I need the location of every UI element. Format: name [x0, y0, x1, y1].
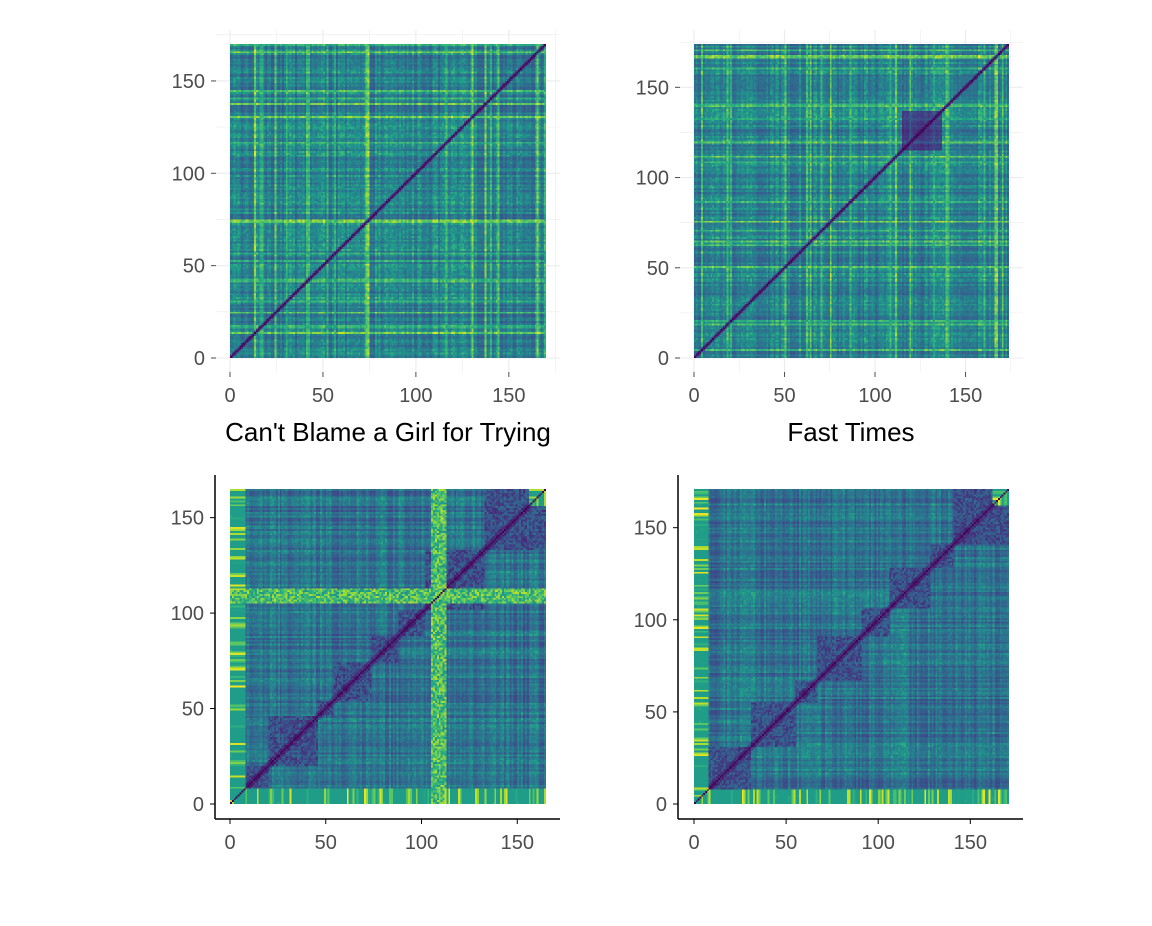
x-tick-label: 0 [224, 385, 235, 407]
x-tick-label: 150 [954, 832, 987, 854]
x-tick-label: 50 [315, 832, 337, 854]
y-tick-label: 150 [172, 71, 205, 93]
y-tick-label: 0 [194, 348, 205, 370]
y-tick-label: 0 [656, 794, 667, 816]
x-tick-label: 150 [492, 385, 525, 407]
y-tick-label: 150 [171, 508, 204, 530]
y-tick-label: 100 [634, 610, 667, 632]
heatmap-raster [694, 489, 1009, 804]
panel-title-top-left: Can't Blame a Girl for Trying [225, 417, 551, 447]
y-tick-label: 0 [193, 794, 204, 816]
y-tick-label: 100 [636, 168, 669, 190]
x-tick-label: 0 [688, 832, 699, 854]
panel-top-right: 0 50 100 150 0 50 100 150 [636, 30, 1023, 407]
y-tick-label: 50 [647, 258, 669, 280]
x-tick-label: 100 [862, 832, 895, 854]
x-tick-label: 150 [501, 832, 534, 854]
x-tick-label: 150 [949, 385, 982, 407]
y-tick-label: 150 [636, 77, 669, 99]
x-tick-label: 100 [858, 385, 891, 407]
x-tick-label: 100 [399, 385, 432, 407]
heatmap-raster [230, 489, 546, 804]
y-tick-label: 50 [182, 699, 204, 721]
x-tick-label: 50 [773, 385, 795, 407]
y-tick-label: 100 [171, 603, 204, 625]
x-tick-label: 0 [688, 385, 699, 407]
heatmap-raster [694, 44, 1009, 358]
y-tick-label: 50 [183, 256, 205, 278]
heatmap-raster [230, 44, 546, 358]
x-tick-label: 0 [224, 832, 235, 854]
y-tick-label: 50 [645, 702, 667, 724]
y-tick-label: 150 [634, 518, 667, 540]
y-tick-label: 100 [172, 163, 205, 185]
panel-bottom-left: 0 50 100 150 0 50 100 150 [171, 475, 560, 854]
panel-top-left: 0 50 100 150 0 50 100 150 [172, 30, 560, 407]
panel-title-top-right: Fast Times [787, 417, 914, 447]
x-tick-label: 50 [312, 385, 334, 407]
y-tick-label: 0 [658, 348, 669, 370]
x-tick-label: 100 [405, 832, 438, 854]
panel-bottom-right: 0 50 100 150 0 50 100 150 [634, 475, 1023, 854]
x-tick-label: 50 [775, 832, 797, 854]
